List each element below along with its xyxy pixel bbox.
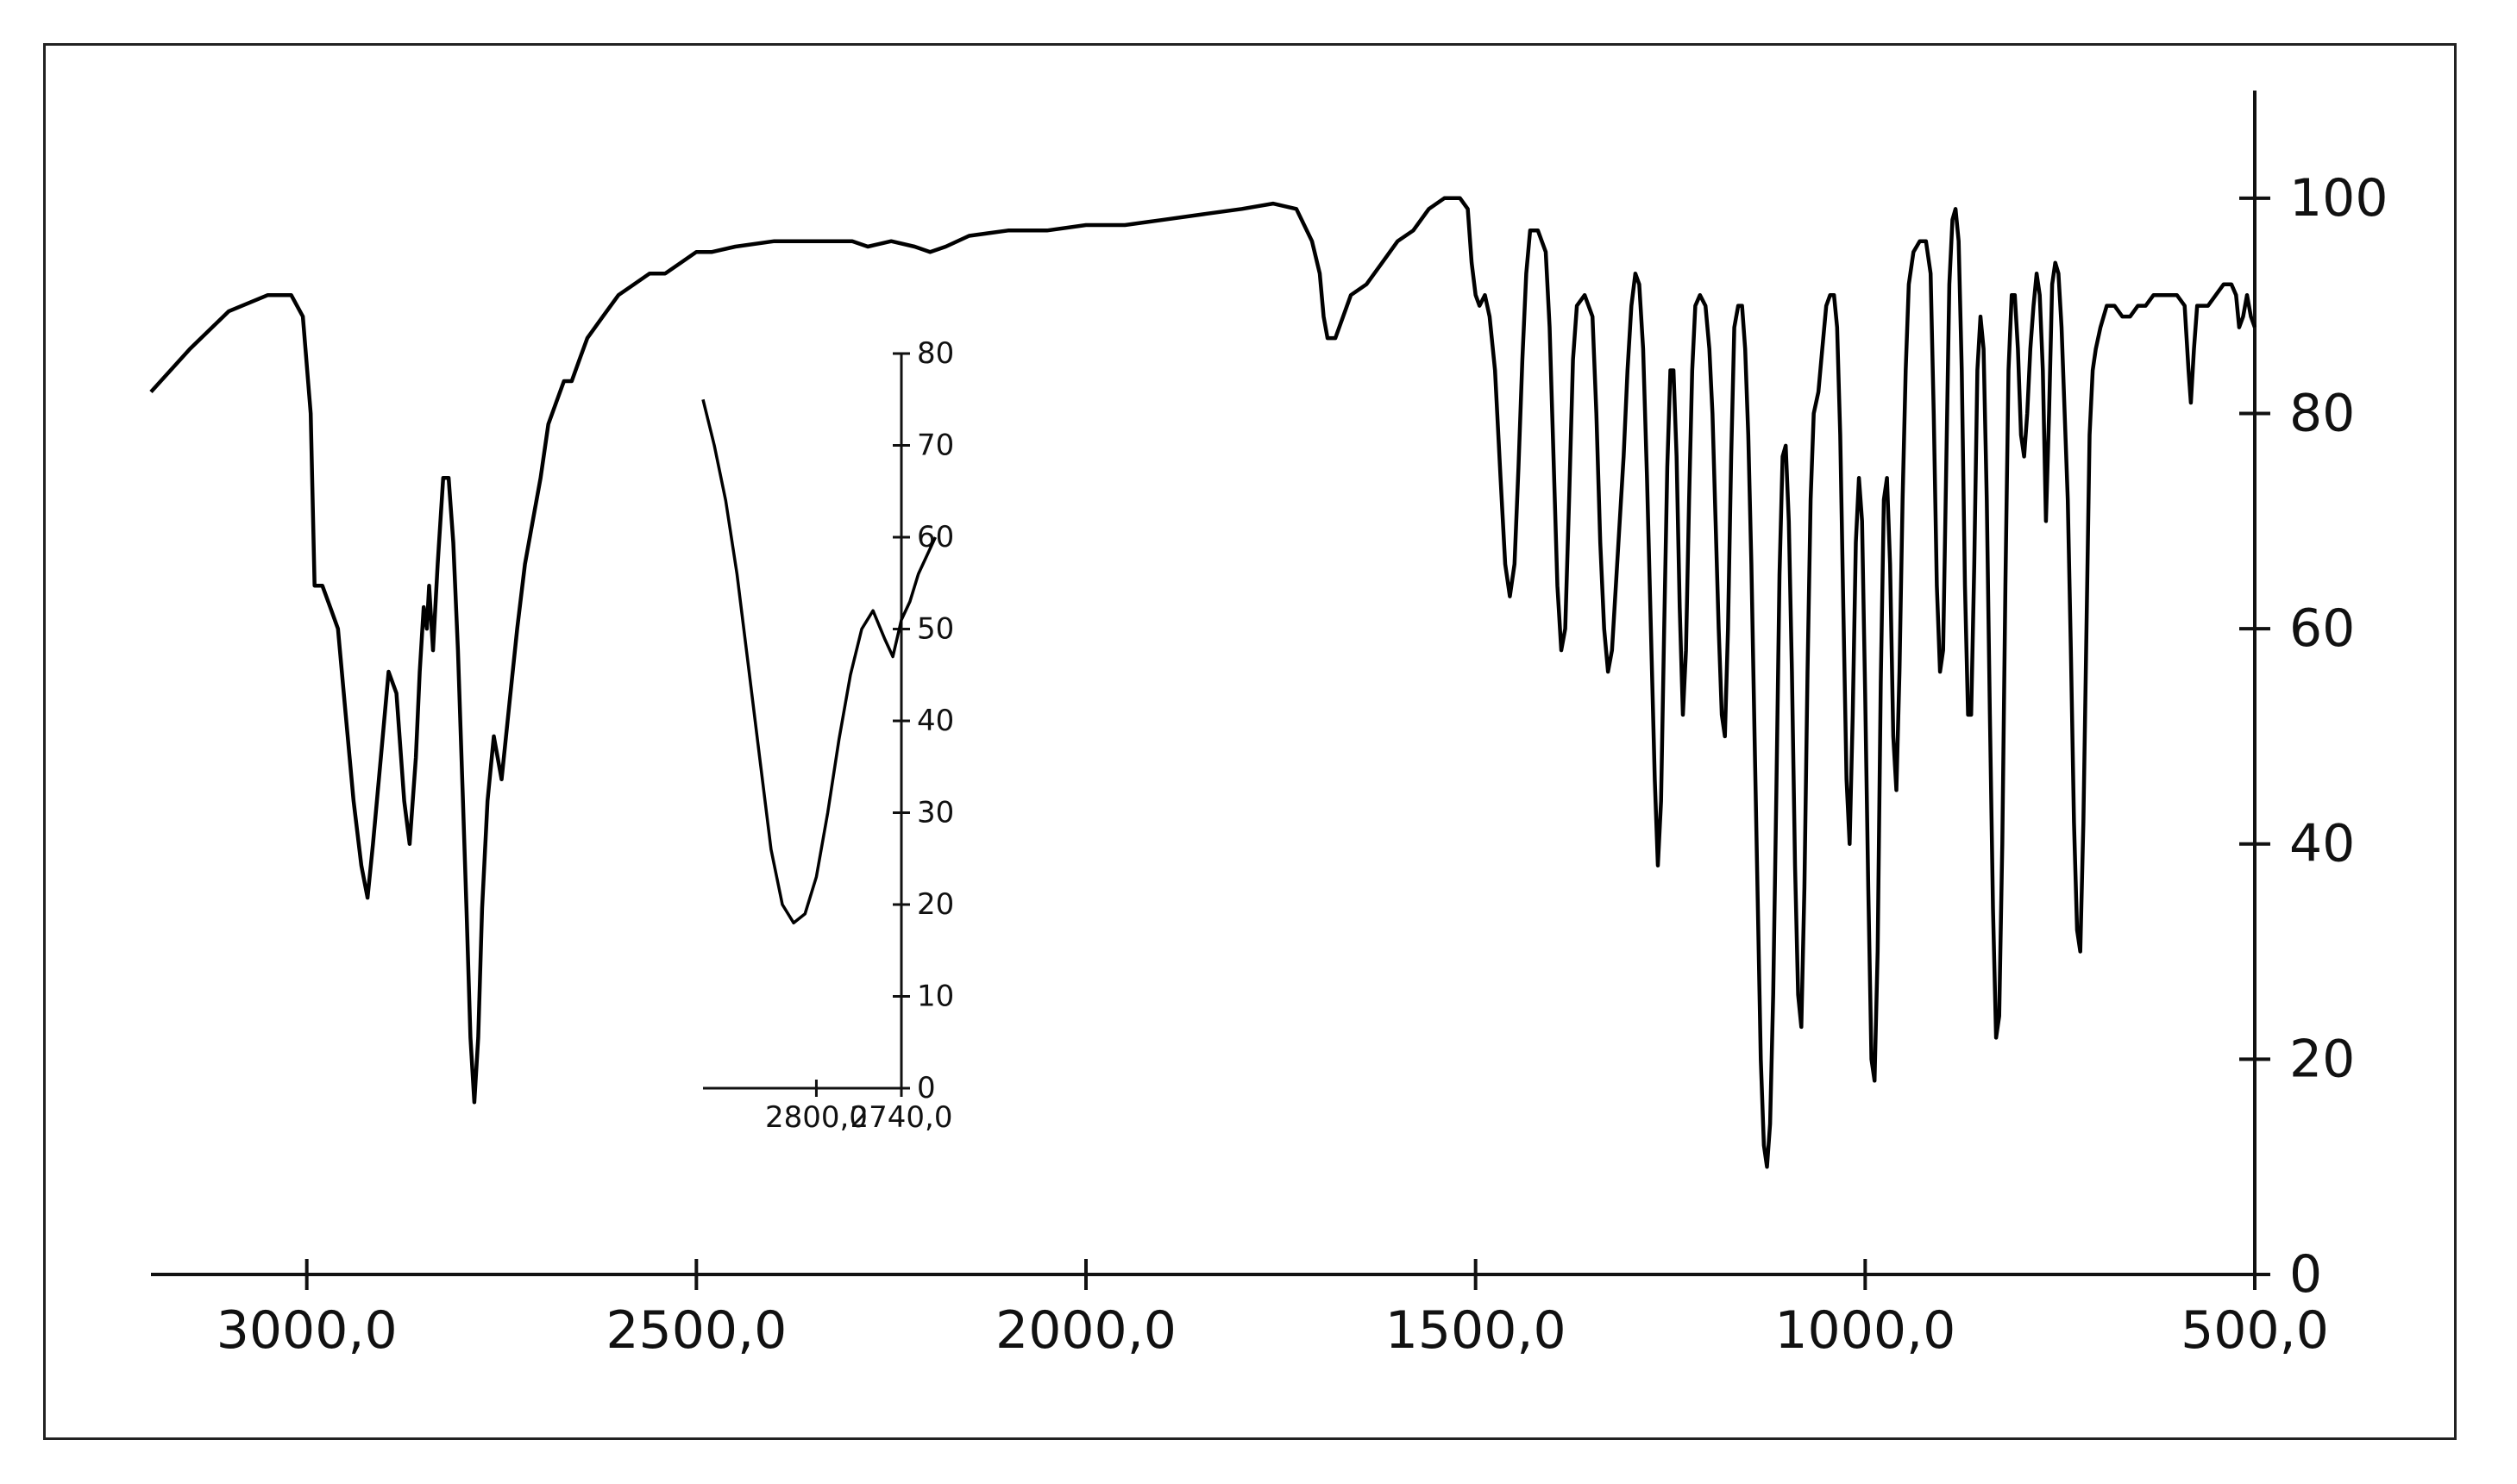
inset-y-tick-label: 20 <box>917 887 954 922</box>
main-axes: 3000,0 2500,0 2000,0 1500,0 1000,0 500,002040… <box>151 91 2388 1361</box>
inset-y-tick-label: 70 <box>917 429 954 463</box>
main-x-tick-label: 1500,0 <box>1385 1300 1566 1361</box>
inset-y-tick-label: 10 <box>917 980 954 1014</box>
main-y-tick-label: 0 <box>2289 1244 2322 1305</box>
main-y-tick-label: 20 <box>2289 1029 2355 1089</box>
inset-y-tick-label: 40 <box>917 704 954 738</box>
main-spectrum-line <box>149 196 2257 1169</box>
main-y-tick-label: 40 <box>2289 814 2355 874</box>
main-x-tick-label: 3000,0 <box>217 1300 398 1361</box>
main-x-tick-label: 500,0 <box>2181 1300 2329 1361</box>
inset-spectrum-line <box>701 398 937 925</box>
main-x-tick-label: 1000,0 <box>1774 1300 1955 1361</box>
inset-x-tick-label: 2800,0 <box>765 1100 868 1135</box>
main-x-tick-label: 2000,0 <box>995 1300 1177 1361</box>
main-y-tick-label: 100 <box>2289 168 2388 229</box>
inset-y-tick-label: 80 <box>917 336 954 371</box>
main-x-tick-label: 2500,0 <box>606 1300 787 1361</box>
inset-plot <box>701 398 937 925</box>
main-y-tick-label: 80 <box>2289 383 2355 443</box>
inset-y-tick-label: 60 <box>917 520 954 554</box>
inset-y-tick-label: 30 <box>917 796 954 830</box>
inset-y-tick-label: 0 <box>917 1071 936 1105</box>
inset-x-tick-label: 2740,0 <box>851 1100 953 1135</box>
main-plot <box>149 196 2257 1169</box>
main-y-tick-label: 60 <box>2289 598 2355 659</box>
inset-y-tick-label: 50 <box>917 612 954 647</box>
